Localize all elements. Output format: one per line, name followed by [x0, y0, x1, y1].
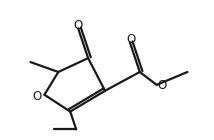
Text: O: O — [33, 90, 42, 103]
Text: O: O — [74, 19, 83, 32]
Text: O: O — [157, 79, 166, 92]
Text: O: O — [126, 33, 135, 46]
